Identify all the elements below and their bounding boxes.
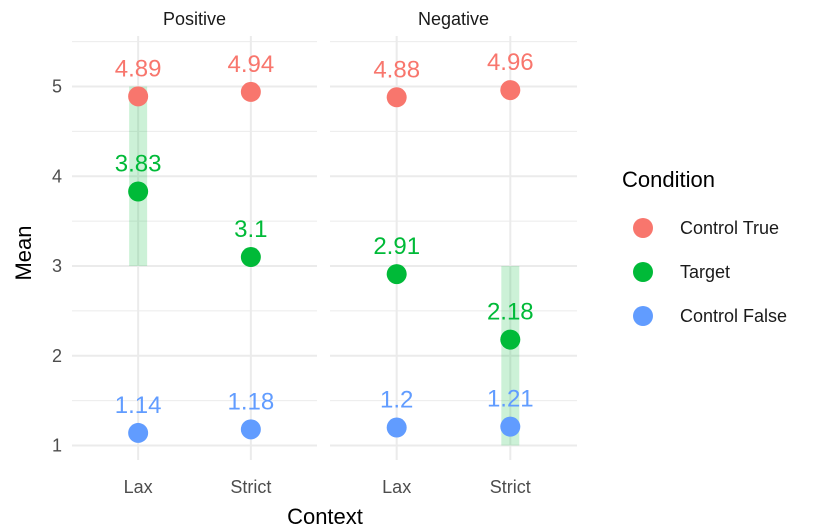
legend-label: Control True: [680, 218, 779, 238]
highlight-band: [501, 266, 520, 446]
data-point: [240, 81, 261, 102]
x-axis-title: Context: [287, 504, 363, 529]
data-label: 2.18: [487, 299, 534, 326]
legend: Condition Control True Target Control Fals…: [622, 167, 787, 326]
data-label: 1.2: [380, 387, 413, 414]
data-point: [500, 80, 521, 101]
facet-strip-layer: Positive Negative: [163, 9, 489, 29]
x-tick-label: Lax: [124, 477, 153, 497]
x-tick-label: Strict: [490, 477, 531, 497]
legend-key: [633, 306, 653, 326]
data-label: 4.96: [487, 49, 534, 76]
legend-title: Condition: [622, 167, 715, 192]
grid-layer: [72, 36, 577, 460]
data-point: [500, 416, 521, 437]
data-label: 3.1: [234, 216, 267, 243]
data-label: 4.94: [227, 51, 274, 78]
point-layer: [128, 80, 521, 443]
data-point: [128, 181, 149, 202]
data-point: [386, 264, 407, 285]
facet-strip-label: Positive: [163, 9, 226, 29]
highlight-band-layer: [129, 86, 520, 446]
y-tick-label: 2: [52, 346, 62, 366]
y-tick-label: 5: [52, 77, 62, 97]
y-tick-label: 1: [52, 436, 62, 456]
legend-label: Control False: [680, 306, 787, 326]
data-label: 1.18: [227, 388, 274, 415]
legend-key: [633, 262, 653, 282]
data-point: [500, 329, 521, 350]
highlight-band: [129, 86, 148, 266]
data-label: 4.89: [115, 55, 162, 82]
y-tick-label: 4: [52, 166, 62, 186]
data-label: 1.21: [487, 386, 534, 413]
facet-strip-label: Negative: [418, 9, 489, 29]
legend-label: Target: [680, 262, 730, 282]
axis-layer: Context Mean 1 2 3 4 5 Lax Strict Lax Strict: [11, 77, 531, 529]
data-point: [386, 87, 407, 108]
data-label: 4.88: [373, 56, 420, 83]
data-point: [128, 86, 149, 107]
y-tick-label: 3: [52, 256, 62, 276]
legend-key: [633, 218, 653, 238]
y-axis-title: Mean: [11, 225, 36, 280]
x-tick-label: Lax: [382, 477, 411, 497]
data-point: [128, 422, 149, 443]
x-tick-label: Strict: [230, 477, 271, 497]
data-label: 2.91: [373, 233, 420, 260]
data-point: [240, 247, 261, 268]
data-point: [240, 419, 261, 440]
data-point: [386, 417, 407, 438]
data-label-layer: 4.89 4.94 4.88 4.96 3.83 3.1 2.91 2.18 1.14 1.18 1…: [115, 49, 534, 419]
data-label: 3.83: [115, 151, 162, 178]
data-label: 1.14: [115, 392, 162, 419]
